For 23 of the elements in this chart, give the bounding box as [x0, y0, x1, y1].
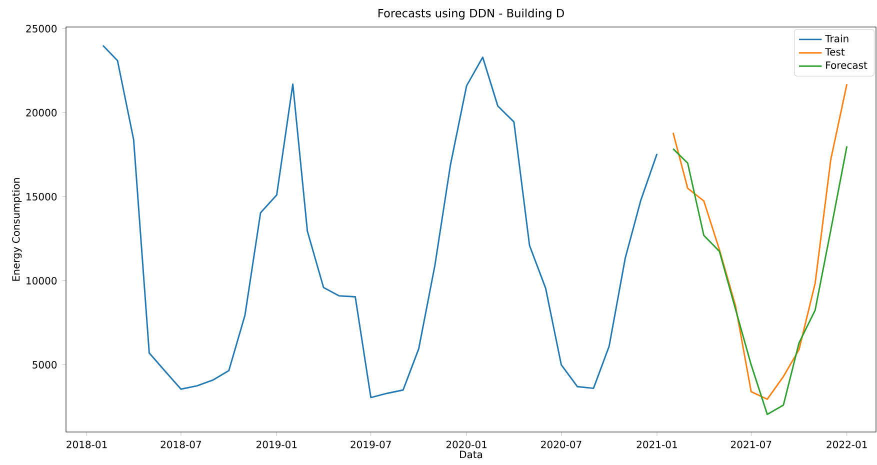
- y-tick-label: 15000: [26, 192, 57, 201]
- x-tick-label: 2018-07: [160, 440, 201, 448]
- x-tick-label: 2021-01: [636, 440, 677, 448]
- x-tick-label: 2019-01: [256, 440, 297, 448]
- x-tick-label: 2022-01: [826, 440, 867, 448]
- legend-label: Forecast: [826, 62, 868, 69]
- x-tick-label: 2020-01: [446, 440, 487, 448]
- chart-title: Forecasts using DDN - Building D: [378, 8, 564, 20]
- legend-label: Test: [825, 48, 845, 56]
- x-tick-label: 2019-07: [350, 440, 391, 448]
- line-series: [102, 44, 658, 398]
- line-series: [672, 83, 848, 400]
- y-axis-title: Energy Consumption: [12, 178, 22, 281]
- legend-label: Train: [825, 34, 848, 42]
- line-series: [672, 146, 848, 416]
- y-tick-label: 25000: [26, 24, 57, 32]
- x-axis-title: Data: [460, 450, 482, 458]
- y-tick-label: 5000: [32, 361, 57, 369]
- x-tick-label: 2021-07: [730, 440, 772, 448]
- x-tick-label: 2018-01: [66, 440, 107, 448]
- y-tick-label: 20000: [26, 108, 57, 116]
- y-tick-label: 10000: [26, 276, 57, 285]
- x-tick-label: 2020-07: [541, 440, 582, 448]
